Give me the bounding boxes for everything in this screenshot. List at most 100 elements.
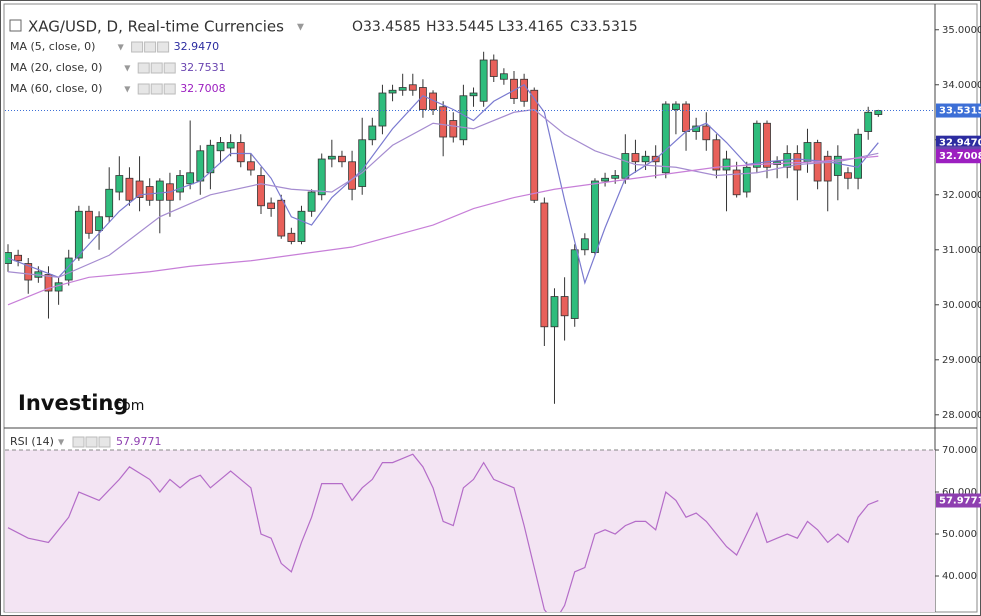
candle-body — [297, 210, 306, 242]
candle-body — [388, 89, 397, 94]
candle-body — [368, 125, 377, 141]
y-tick-label: 30.0000 — [942, 300, 981, 311]
indicator-icon[interactable] — [157, 41, 170, 53]
indicator-value: 32.7531 — [180, 61, 226, 74]
candle-body — [864, 111, 873, 132]
candle-body — [135, 180, 144, 198]
candle-body — [803, 142, 812, 163]
candle-body — [155, 180, 164, 201]
candle-body — [560, 296, 569, 317]
candle-body — [732, 169, 741, 196]
indicator-value: 57.9771 — [116, 435, 162, 448]
indicator-icon[interactable] — [163, 62, 176, 74]
candle-body — [591, 180, 599, 253]
candle-body — [317, 158, 326, 196]
rsi-band — [5, 450, 935, 612]
y-tick-label: 31.0000 — [942, 245, 981, 256]
candle-body — [338, 155, 346, 163]
candle-body — [763, 122, 771, 168]
indicator-line — [7, 108, 879, 278]
ohlc-close: C33.5315 — [570, 19, 638, 35]
candle-body — [449, 120, 458, 138]
price-badge — [936, 103, 981, 118]
candle-body — [408, 84, 417, 91]
dropdown[interactable]: ▼ — [58, 438, 65, 447]
candle-body — [257, 175, 265, 207]
candle-body — [327, 155, 336, 160]
candle-body — [530, 89, 539, 201]
candle-body — [429, 92, 437, 110]
candle-body — [267, 202, 276, 209]
indicator-icon[interactable] — [72, 436, 85, 448]
candle-body — [398, 87, 407, 91]
dropdown[interactable]: ▼ — [124, 85, 131, 94]
y-tick-label: 50.000 — [942, 529, 977, 540]
candle-body — [74, 210, 83, 259]
candle-body — [702, 125, 711, 141]
candle-body — [287, 232, 296, 242]
candle-body — [85, 210, 93, 234]
candle-body — [833, 155, 842, 176]
candle-body — [672, 103, 680, 110]
indicator-icon[interactable] — [137, 62, 150, 74]
candle-body — [216, 142, 225, 152]
candle-body — [580, 238, 589, 251]
candle-body — [419, 87, 427, 110]
legend: XAG/USD, D, Real-time Currencies ▼ O33.4… — [9, 18, 638, 448]
price-badge-label: 57.9771 — [939, 496, 981, 507]
candle-body — [550, 296, 559, 328]
dropdown[interactable]: ▼ — [297, 23, 304, 33]
price-badge — [936, 135, 981, 150]
ohlc-high: H33.5445 — [426, 19, 494, 35]
candle-body — [489, 59, 498, 77]
candle-body — [469, 92, 478, 97]
candle-body — [631, 153, 640, 163]
dropdown[interactable]: ▼ — [118, 43, 125, 52]
candle-body — [479, 59, 488, 102]
indicator-icon[interactable] — [131, 41, 144, 53]
candle-body — [823, 155, 832, 182]
price-badge — [936, 149, 981, 164]
candle-body — [661, 103, 670, 174]
y-tick-label: 28.0000 — [942, 410, 981, 421]
candle-body — [196, 150, 205, 182]
candle-body — [307, 191, 316, 212]
candle-body — [378, 92, 387, 127]
chart-title: XAG/USD, D, Real-time Currencies — [28, 18, 284, 36]
candle-body — [570, 249, 579, 319]
ohlc-open: O33.4585 — [352, 19, 421, 35]
y-tick-label: 32.0000 — [942, 190, 981, 201]
indicator-line — [7, 155, 879, 306]
y-tick-label: 40.000 — [942, 571, 977, 582]
candle-body — [499, 73, 508, 80]
indicator-icon[interactable] — [85, 436, 98, 448]
candle-body — [722, 158, 731, 171]
y-tick-label: 70.000 — [942, 445, 977, 456]
indicator-icon[interactable] — [150, 83, 163, 95]
watermark: Investing — [18, 391, 128, 415]
indicator-icon[interactable] — [150, 62, 163, 74]
candle-body — [348, 161, 356, 190]
price-badge-label: 32.7008 — [939, 151, 981, 162]
candle-body — [14, 254, 23, 262]
candle-body — [540, 202, 549, 328]
rsi-panel — [5, 449, 935, 612]
candle-body — [439, 106, 448, 138]
indicator-name: RSI (14) — [10, 435, 54, 448]
candle-body — [611, 175, 620, 179]
candle-body — [54, 282, 63, 292]
candle-body — [358, 139, 367, 187]
ohlc-low: L33.4165 — [498, 19, 564, 35]
dropdown[interactable]: ▼ — [124, 64, 131, 73]
collapse-icon[interactable] — [9, 19, 22, 32]
candle-body — [186, 172, 195, 185]
indicator-icon[interactable] — [98, 436, 111, 448]
indicator-icon[interactable] — [163, 83, 176, 95]
candle-body — [742, 166, 751, 193]
indicator-value: 32.9470 — [174, 40, 220, 53]
candle-body — [601, 177, 609, 182]
indicator-icon[interactable] — [144, 41, 157, 53]
indicator-icon[interactable] — [137, 83, 150, 95]
price-badge-label: 33.5315 — [939, 106, 981, 117]
